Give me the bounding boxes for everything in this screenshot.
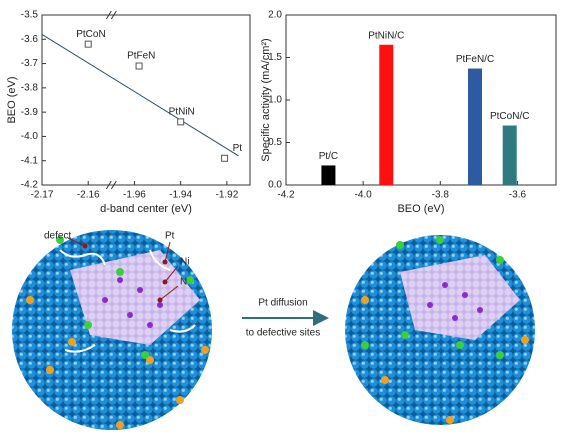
point-label: Pt bbox=[233, 143, 243, 154]
point-label: PtFeN bbox=[127, 51, 155, 62]
y-tick-label: 1.5 bbox=[268, 52, 282, 63]
y-tick-label: -3.5 bbox=[21, 10, 39, 21]
arrow-text: to defective sites bbox=[246, 328, 320, 339]
y-tick-label: 2.0 bbox=[268, 10, 282, 21]
label-defect: defect bbox=[44, 231, 71, 242]
y-tick-label: -3.8 bbox=[21, 82, 39, 93]
y-tick-label: 0.5 bbox=[268, 137, 282, 148]
point bbox=[221, 154, 229, 162]
y-tick-label: 1.0 bbox=[268, 95, 282, 106]
label-n: N bbox=[180, 277, 187, 288]
particle-healed bbox=[345, 235, 535, 425]
y-axis-title: BEO (eV) bbox=[6, 76, 18, 123]
bar bbox=[502, 125, 517, 185]
x-tick-label: -1.94 bbox=[169, 190, 192, 201]
bar bbox=[468, 68, 482, 185]
y-tick-label: -4.0 bbox=[21, 131, 39, 142]
x-tick-label: -1.96 bbox=[123, 190, 146, 201]
point-label: PtCoN bbox=[76, 29, 105, 40]
bar-label: PtNiN/C bbox=[368, 30, 404, 41]
bar bbox=[379, 44, 394, 185]
x-tick-label: -2.17 bbox=[31, 190, 54, 201]
label-pt: Pt bbox=[165, 231, 175, 242]
x-tick-label: -4.0 bbox=[355, 190, 373, 201]
y-tick-label: -3.9 bbox=[21, 107, 39, 118]
label-ni: Ni bbox=[180, 257, 189, 268]
point bbox=[135, 62, 143, 70]
bar-label: Pt/C bbox=[319, 151, 338, 162]
y-tick-label: -4.2 bbox=[21, 180, 39, 191]
x-axis-title: d-band center (eV) bbox=[100, 203, 192, 215]
y-tick-label: 0.0 bbox=[268, 180, 282, 191]
x-tick-label: -1.92 bbox=[215, 190, 238, 201]
x-axis-title: BEO (eV) bbox=[397, 203, 444, 215]
bar-label: PtFeN/C bbox=[456, 54, 494, 65]
plot-frame bbox=[41, 14, 251, 186]
particle-defective bbox=[12, 230, 212, 430]
x-tick-label: -3.8 bbox=[432, 190, 450, 201]
bar bbox=[321, 165, 336, 185]
arrow-text: Pt diffusion bbox=[258, 298, 307, 309]
y-axis-title: Specific activity (mA/cm²) bbox=[260, 38, 272, 161]
y-tick-label: -3.6 bbox=[21, 34, 39, 45]
x-tick-label: -4.2 bbox=[277, 190, 295, 201]
x-tick-label: -2.16 bbox=[77, 190, 100, 201]
x-tick-label: -3.6 bbox=[509, 190, 527, 201]
y-tick-label: -3.7 bbox=[21, 58, 39, 69]
point bbox=[177, 118, 185, 126]
bar-label: PtCoN/C bbox=[490, 111, 529, 122]
point bbox=[84, 40, 92, 48]
y-tick-label: -4.1 bbox=[21, 155, 39, 166]
point-label: PtNiN bbox=[169, 106, 195, 117]
fit-line bbox=[41, 34, 239, 157]
